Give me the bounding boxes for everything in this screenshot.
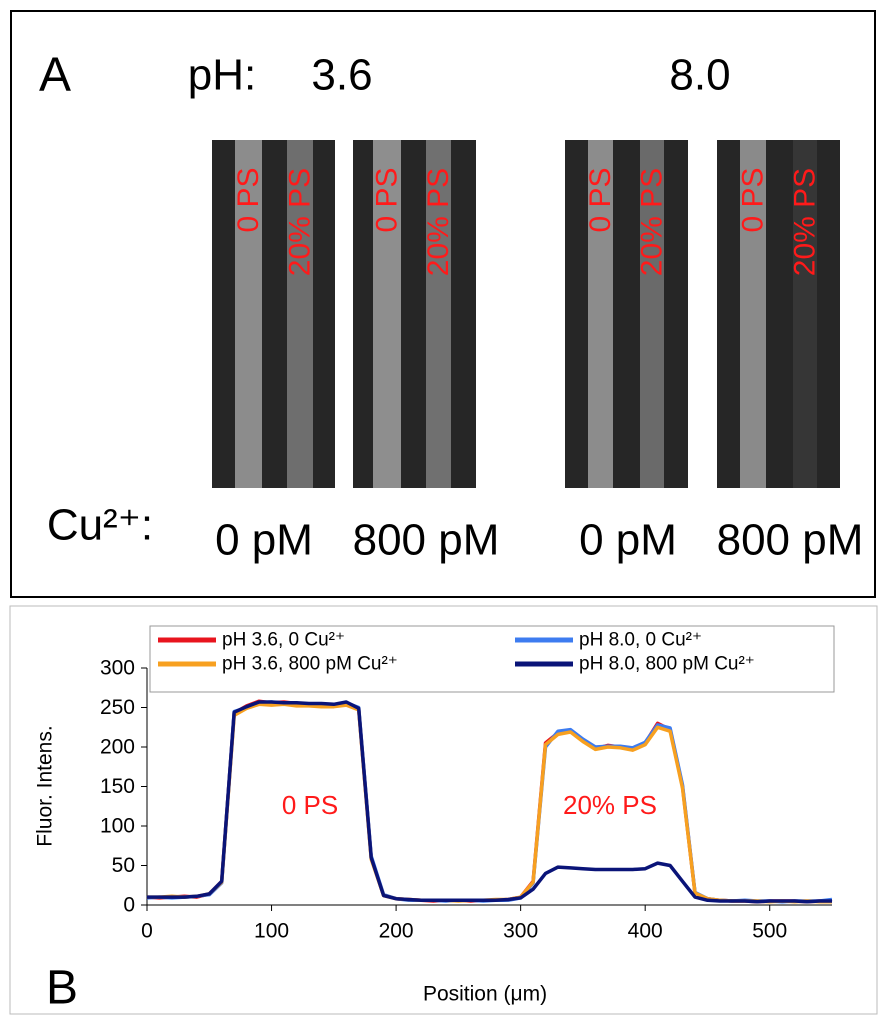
lane-label: 0 PS	[737, 167, 770, 232]
x-tick-label: 200	[379, 920, 414, 943]
lane	[235, 140, 262, 488]
cu-value: 800 pM	[353, 516, 500, 565]
micrograph	[565, 140, 688, 488]
y-tick-label: 300	[100, 657, 135, 680]
y-tick-label: 150	[100, 775, 135, 798]
x-axis-title: Position (μm)	[423, 983, 547, 1006]
legend-label: pH 3.6, 0 Cu²⁺	[222, 630, 345, 651]
legend-label: pH 8.0, 800 pM Cu²⁺	[579, 654, 755, 675]
lane-label: 0 PS	[584, 167, 617, 232]
y-axis-title: Fluor. Intens.	[34, 725, 57, 846]
x-tick-label: 100	[254, 920, 289, 943]
y-tick-label: 0	[123, 894, 135, 917]
micrograph	[717, 140, 840, 488]
annotation: 0 PS	[282, 790, 338, 820]
x-tick-label: 500	[752, 920, 787, 943]
lane	[287, 140, 313, 488]
lane-label: 20% PS	[789, 168, 822, 276]
ph-value: 8.0	[669, 51, 730, 100]
lane-label: 0 PS	[371, 167, 404, 232]
y-tick-label: 50	[112, 854, 135, 877]
panel-label: A	[39, 49, 71, 102]
ph-value: 3.6	[311, 51, 372, 100]
lane	[640, 140, 664, 488]
series-line	[147, 700, 832, 904]
lane	[793, 140, 817, 488]
lane	[740, 140, 766, 488]
legend-label: pH 3.6, 800 pM Cu²⁺	[222, 654, 398, 675]
lane-label: 20% PS	[636, 168, 669, 276]
legend-box	[149, 625, 835, 693]
cu-value: 800 pM	[717, 516, 864, 565]
lane	[426, 140, 451, 488]
lane-label: 0 PS	[232, 167, 265, 232]
ph-label: pH:	[188, 51, 256, 100]
panel-label: B	[46, 962, 78, 1015]
cu-value: 0 pM	[215, 516, 313, 565]
x-tick-label: 300	[503, 920, 538, 943]
lane	[373, 140, 401, 488]
cu-label: Cu²⁺:	[47, 501, 153, 550]
cu-value: 0 pM	[579, 516, 677, 565]
legend-label: pH 8.0, 0 Cu²⁺	[579, 630, 702, 651]
y-tick-label: 250	[100, 696, 135, 719]
micrograph	[212, 140, 335, 488]
annotation: 20% PS	[563, 790, 657, 820]
x-tick-label: 0	[141, 920, 153, 943]
lane-label: 20% PS	[284, 168, 317, 276]
lane-label: 20% PS	[422, 168, 455, 276]
y-tick-label: 200	[100, 736, 135, 759]
y-tick-label: 100	[100, 815, 135, 838]
lane	[588, 140, 613, 488]
x-tick-label: 400	[628, 920, 663, 943]
